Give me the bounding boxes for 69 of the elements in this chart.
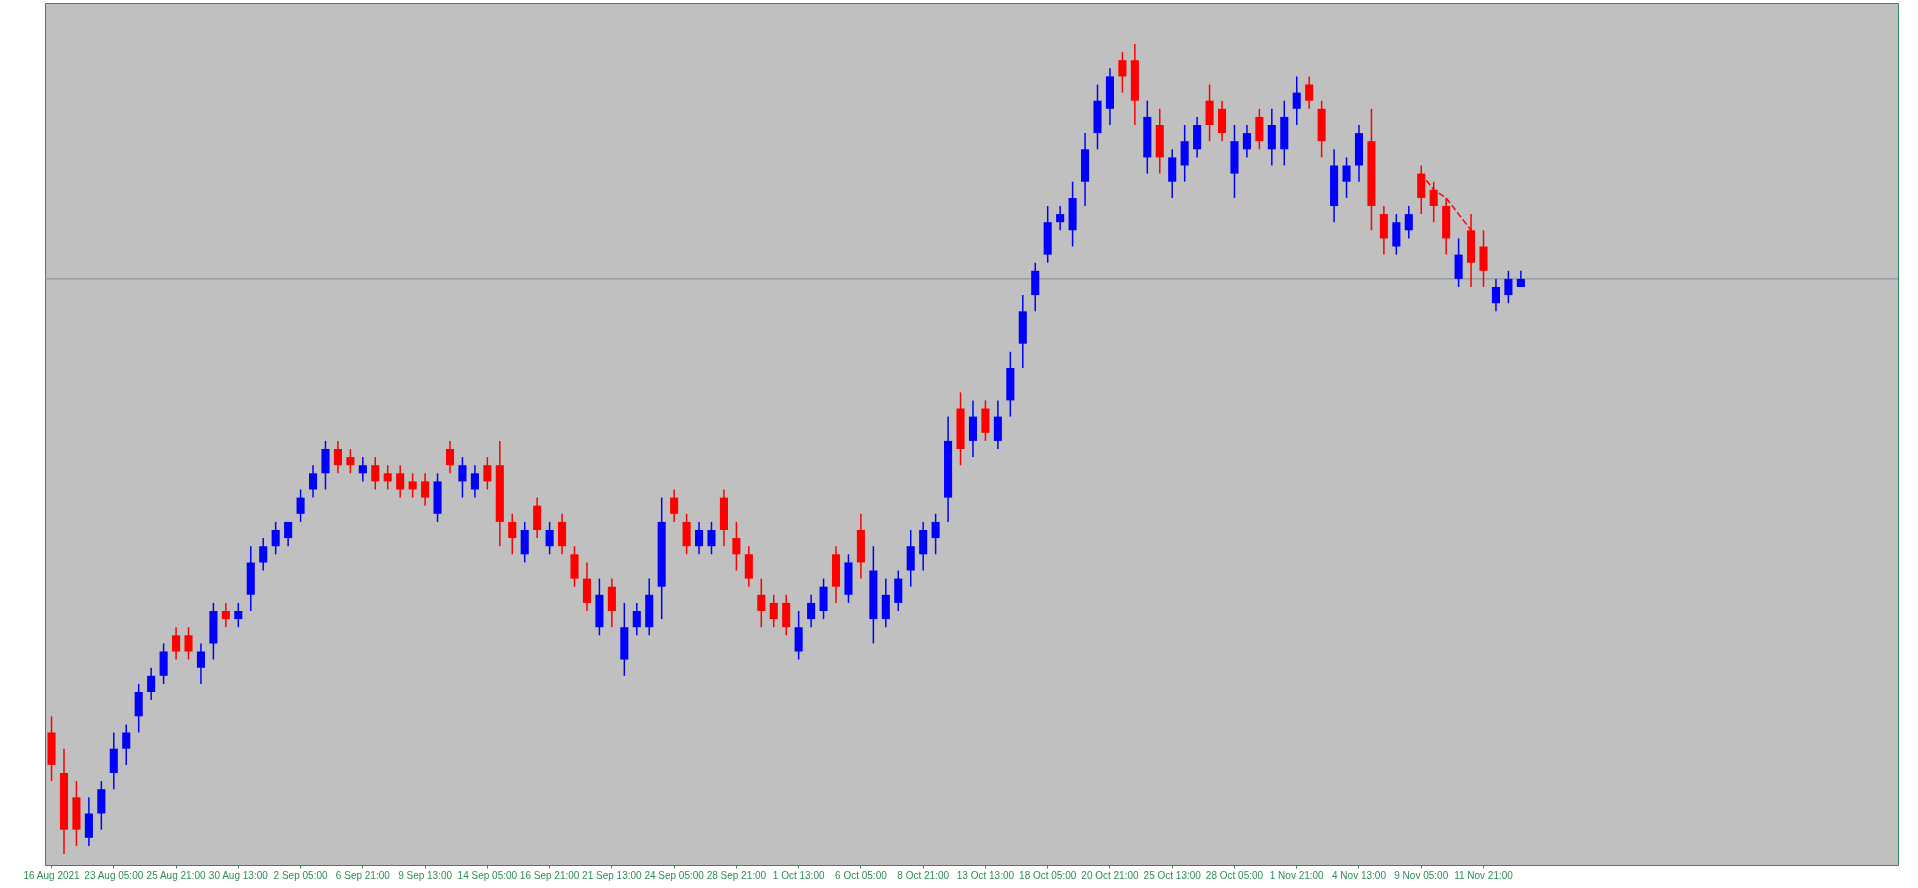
candlestick [296, 488, 305, 523]
candlestick [1118, 51, 1127, 94]
x-tick-label: 16 Aug 2021 [23, 869, 81, 881]
candlestick [221, 602, 230, 628]
candlestick [707, 521, 716, 556]
candlestick [271, 521, 280, 556]
x-tick-label: 9 Sep 13:00 [398, 869, 453, 881]
candlestick [1404, 205, 1413, 240]
x-tick-label: 13 Oct 13:00 [956, 869, 1015, 881]
candlestick [1242, 124, 1251, 159]
candlestick [483, 456, 492, 491]
candlestick [234, 602, 243, 628]
candlestick [172, 626, 181, 661]
candlestick [508, 513, 517, 556]
x-tick-label: 16 Sep 21:00 [519, 869, 580, 881]
candlestick [1305, 75, 1314, 110]
x-tick-label: 14 Sep 05:00 [457, 869, 518, 881]
x-tick-label: 2 Sep 05:00 [273, 869, 328, 881]
candlestick [147, 666, 156, 701]
x-tick-label: 25 Aug 21:00 [146, 869, 206, 881]
candlestick [122, 723, 131, 766]
candlestick [1491, 278, 1501, 313]
candlestick [196, 642, 206, 685]
candlestick [445, 440, 455, 475]
candlestick [421, 472, 430, 507]
candlestick [807, 594, 816, 628]
x-tick-label: 24 Sep 05:00 [644, 869, 705, 881]
candlestick [670, 488, 679, 523]
candlestick [757, 577, 766, 628]
candlestick [358, 456, 367, 483]
candlestick [458, 456, 467, 499]
x-tick-label: 25 Oct 13:00 [1143, 869, 1202, 881]
candlestick [259, 537, 268, 572]
x-tick-label: 8 Oct 21:00 [897, 869, 950, 881]
candlestick [769, 594, 778, 628]
x-tick-label: 28 Sep 21:00 [706, 869, 767, 881]
candlestick [931, 513, 940, 556]
candlestick [346, 448, 355, 475]
candlestick [284, 521, 293, 547]
candlestick [545, 521, 554, 556]
x-tick-label: 30 Aug 13:00 [208, 869, 269, 881]
x-tick-label: 11 Nov 21:00 [1454, 869, 1514, 881]
candlestick [470, 464, 479, 499]
x-tick-label: 9 Nov 05:00 [1394, 869, 1449, 881]
candlestick [333, 440, 342, 475]
x-tick-label: 4 Nov 13:00 [1332, 869, 1387, 881]
x-tick-label: 28 Oct 05:00 [1205, 869, 1264, 881]
x-tick-label: 20 Oct 21:00 [1081, 869, 1140, 881]
candlestick [408, 472, 417, 499]
candlestick [1504, 270, 1513, 304]
x-tick-label: 18 Oct 05:00 [1019, 869, 1077, 881]
x-tick-label: 6 Oct 05:00 [835, 869, 888, 881]
candlestick [371, 456, 380, 491]
x-tick-label: 1 Oct 13:00 [772, 869, 825, 881]
candlestick [1292, 75, 1301, 126]
candlestick [308, 464, 318, 499]
x-tick-label: 23 Aug 05:00 [84, 869, 144, 881]
candlestick [1342, 156, 1351, 199]
x-tick-label: 1 Nov 21:00 [1269, 869, 1325, 881]
candlestick [732, 521, 741, 572]
candlestick [1429, 180, 1438, 223]
x-tick-label: 6 Sep 21:00 [335, 869, 391, 881]
candlestick [383, 464, 392, 491]
x-tick-label: 21 Sep 13:00 [582, 869, 643, 881]
candlestick [632, 602, 641, 637]
candlestick [694, 521, 704, 556]
candlestick [396, 464, 405, 499]
candlestick [184, 626, 193, 661]
candlestick [1056, 205, 1065, 232]
